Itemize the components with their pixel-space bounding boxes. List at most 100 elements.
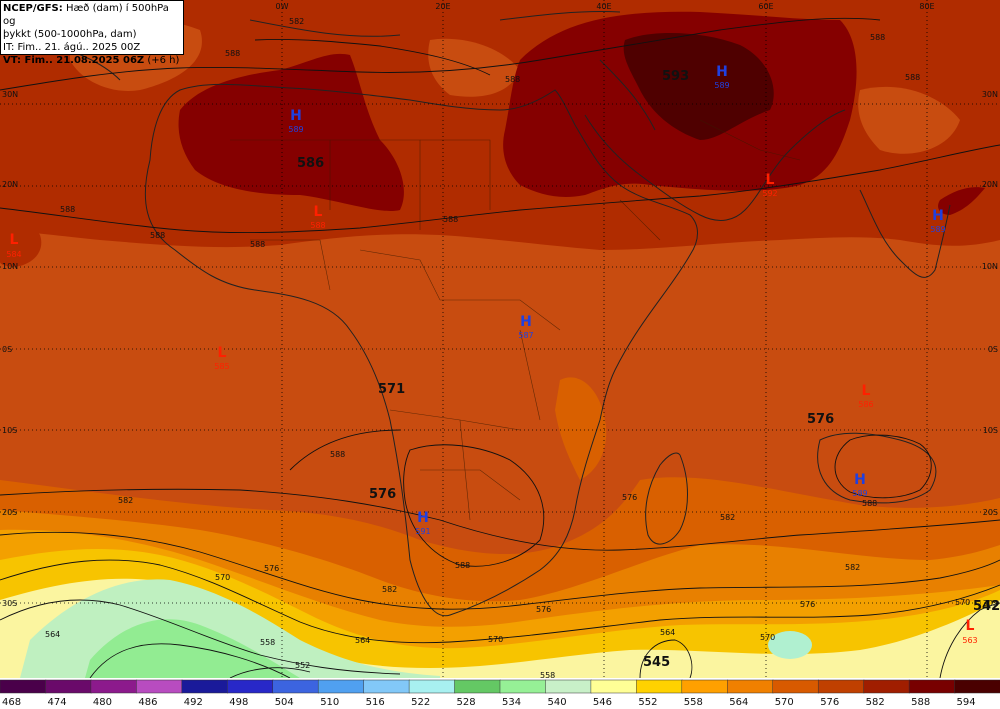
lon-label: 20E [435, 2, 450, 11]
contour-label: 588 [870, 33, 885, 42]
contour-label: 582 [382, 585, 397, 594]
contour-label: 588 [60, 205, 75, 214]
thickness-labels: 593 586 571 576 576 545 542 [297, 69, 1000, 670]
lat-label: 20N [2, 180, 18, 189]
thickness-label: 542 [973, 599, 1000, 614]
latitude-labels-right: 30N 20N 10N 0S 10S 20S 30S [982, 90, 998, 608]
colorbar-label: 552 [638, 697, 657, 708]
weather-map[interactable]: 582 588 588 588 588 588 588 582 576 570 … [0, 0, 1000, 678]
contour-label: 588 [455, 561, 470, 570]
title-line-4: VT: Fim.. 21.08.2025 06Z (+6 h) [3, 55, 180, 66]
colorbar-swatch [90, 679, 138, 694]
svg-text:585: 585 [214, 362, 229, 371]
lat-label: 20N [982, 180, 998, 189]
thickness-label: 545 [643, 655, 670, 670]
thickness-label: 571 [378, 382, 405, 397]
svg-text:L: L [314, 204, 323, 220]
contour-label: 564 [355, 636, 370, 645]
colorbar-label: 468 [2, 697, 21, 708]
colorbar-swatch [727, 679, 774, 694]
svg-text:563: 563 [962, 636, 977, 645]
pressure-centers: H 589 H 589 L 584 L 588 L 592 H 589 [6, 64, 977, 645]
colorbar-label: 474 [48, 697, 67, 708]
lon-label: 80E [919, 2, 934, 11]
colorbar-label: 582 [866, 697, 885, 708]
high-center: H 589 [288, 108, 303, 134]
thickness-label: 586 [297, 156, 324, 171]
colorbar-swatch [817, 679, 865, 694]
lat-lon-grid [0, 0, 1000, 678]
contour-label: 576 [264, 564, 279, 573]
colorbar-label: 480 [93, 697, 112, 708]
contour-label: 576 [622, 493, 637, 502]
thickness-field-576-india [858, 86, 960, 154]
contour-label: 588 [905, 73, 920, 82]
colorbar-label: 570 [775, 697, 794, 708]
lat-label: 10S [983, 426, 998, 435]
colorbar-swatch [454, 679, 501, 694]
contour-label: 558 [260, 638, 275, 647]
high-center: H 587 [518, 314, 533, 340]
contour-label: 588 [225, 49, 240, 58]
lat-label: 30S [2, 599, 17, 608]
contour-label: 570 [215, 573, 230, 582]
map-title-box: NCEP/GFS: Hæð (dam) í 500hPa og þykkt (5… [0, 0, 184, 66]
contour-label: 582 [845, 563, 860, 572]
thickness-field-540-east [768, 631, 812, 659]
lat-label: 0S [2, 345, 12, 354]
svg-text:584: 584 [6, 250, 21, 259]
lat-label: 0S [988, 345, 998, 354]
low-center: L 586 [858, 383, 873, 409]
colorbar-label: 528 [457, 697, 476, 708]
svg-text:H: H [417, 510, 429, 526]
colorbar-label: 498 [229, 697, 248, 708]
latitude-labels-left: 30N 20N 10N 0S 10S 20S 30S [2, 90, 18, 608]
low-center: L 588 [310, 204, 325, 230]
lat-label: 30N [2, 90, 18, 99]
contour-label: 576 [536, 605, 551, 614]
svg-text:L: L [10, 232, 19, 248]
svg-text:L: L [766, 172, 775, 188]
colorbar-label: 576 [820, 697, 839, 708]
contour-label: 552 [295, 661, 310, 670]
svg-text:587: 587 [518, 331, 533, 340]
contour-labels: 582 588 588 588 588 588 588 582 576 570 … [45, 17, 970, 678]
colorbar-swatch [908, 679, 956, 694]
high-center: H 589 [930, 208, 945, 234]
svg-text:591: 591 [415, 527, 430, 536]
contour-label: 582 [720, 513, 735, 522]
svg-text:H: H [290, 108, 302, 124]
lat-label: 20S [2, 508, 17, 517]
svg-text:H: H [520, 314, 532, 330]
colorbar-label: 564 [729, 697, 748, 708]
colorbar-swatch [772, 679, 819, 694]
colorbar-label: 594 [957, 697, 976, 708]
svg-text:L: L [218, 345, 227, 361]
colorbar-label: 492 [184, 697, 203, 708]
low-center: L 563 [962, 618, 977, 645]
contour-label: 588 [862, 499, 877, 508]
high-center: H 591 [415, 510, 430, 536]
colorbar-label: 510 [320, 697, 339, 708]
colorbar-label: 558 [684, 697, 703, 708]
height-contours [0, 17, 1000, 678]
colorbar-swatch [681, 679, 729, 694]
contour-label: 570 [760, 633, 775, 642]
colorbar-swatch [45, 679, 92, 694]
svg-text:589: 589 [930, 225, 945, 234]
colorbar-label: 588 [911, 697, 930, 708]
colorbar-swatch [545, 679, 592, 694]
high-center: H 589 [714, 64, 729, 90]
longitude-labels: 0W 20E 40E 60E 80E [276, 2, 935, 11]
contour-label: 582 [118, 496, 133, 505]
colorbar-label: 540 [548, 697, 567, 708]
country-borders [230, 119, 801, 521]
lat-label: 30N [982, 90, 998, 99]
colorbar-swatch [636, 679, 683, 694]
contour-label: 564 [45, 630, 60, 639]
colorbar-label: 534 [502, 697, 521, 708]
thickness-label: 593 [662, 69, 689, 84]
lat-label: 20S [983, 508, 998, 517]
title-line-3: IT: Fim.. 21. ágú.. 2025 00Z [3, 42, 141, 53]
colorbar-label: 486 [138, 697, 157, 708]
